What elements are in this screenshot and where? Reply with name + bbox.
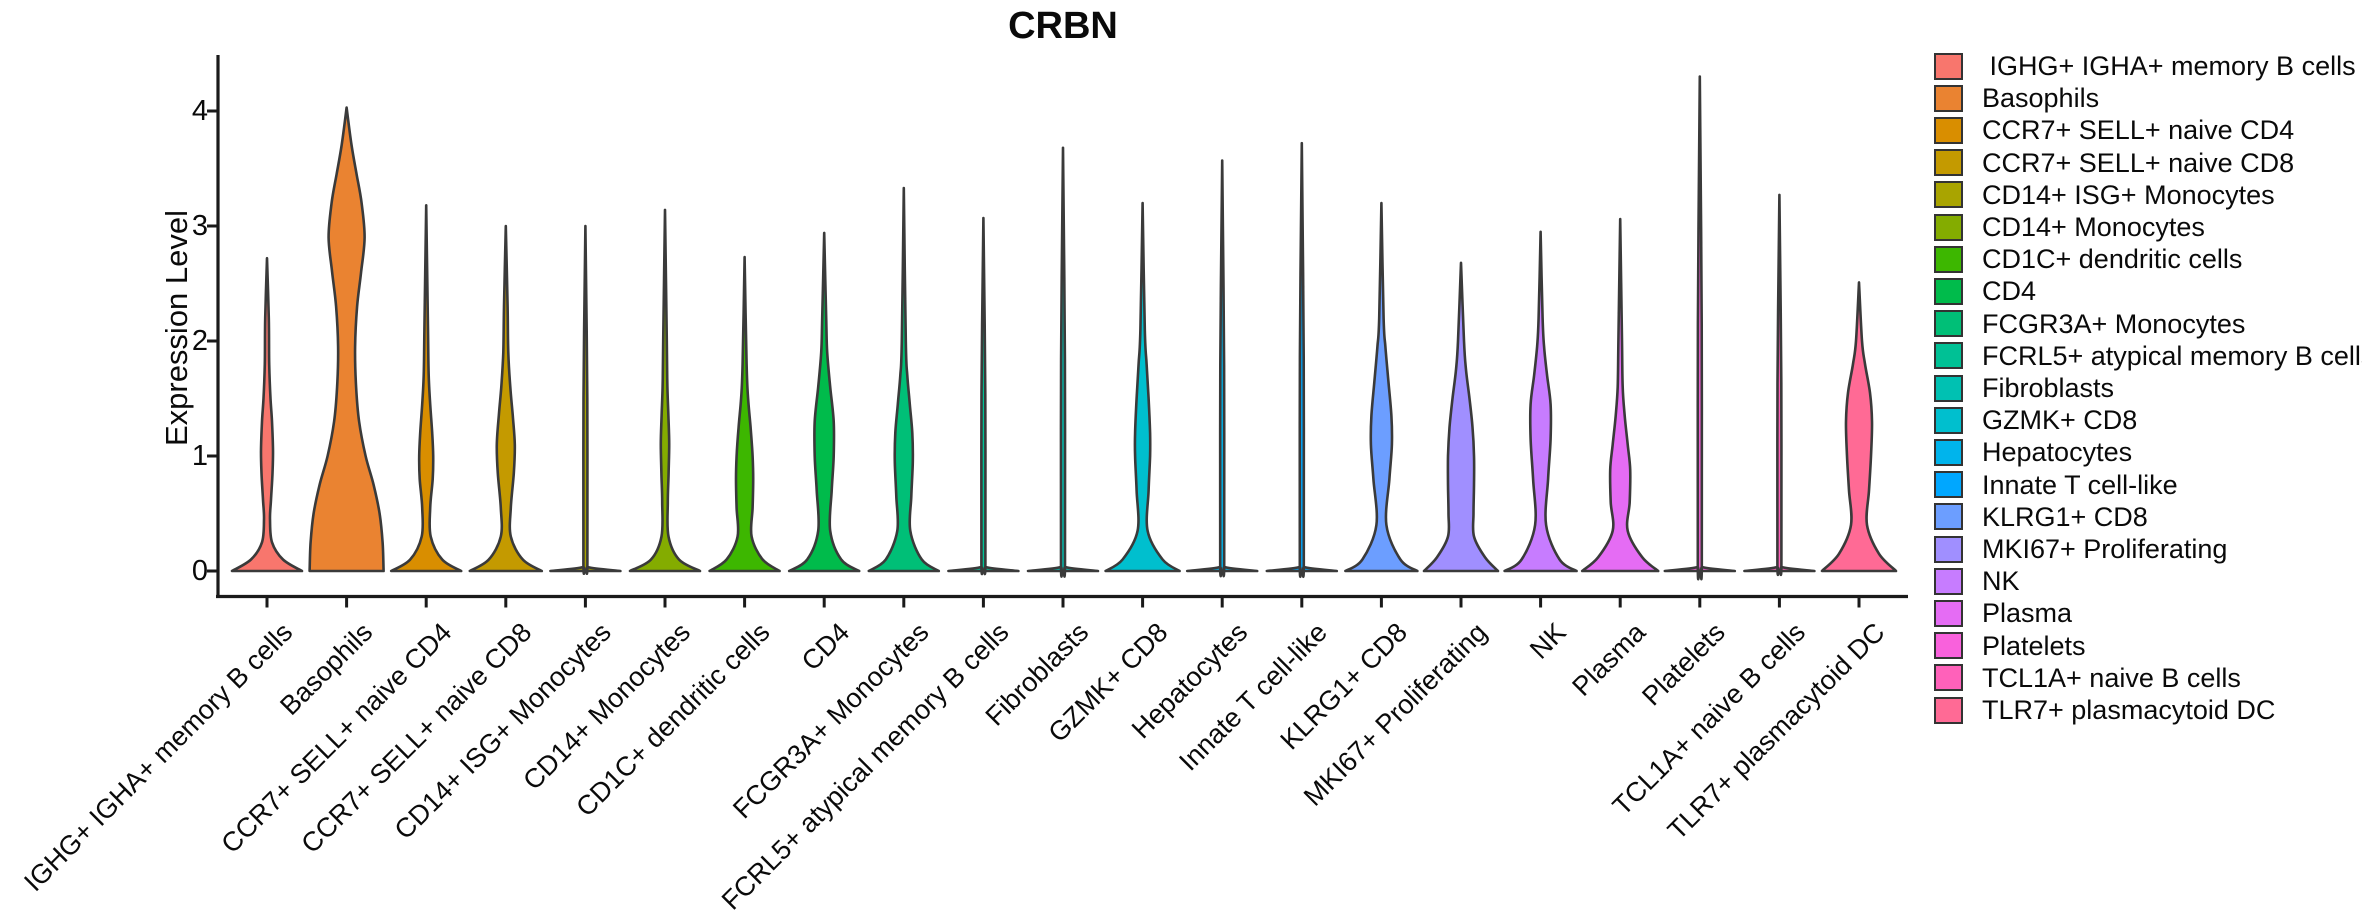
legend-swatch — [1934, 438, 1963, 466]
legend-label: CD14+ ISG+ Monocytes — [1982, 179, 2275, 210]
legend-item: CCR7+ SELL+ naive CD4 — [1934, 116, 2294, 144]
legend-label: CCR7+ SELL+ naive CD8 — [1982, 147, 2295, 178]
violin-Innate T cell-like — [1265, 141, 1339, 578]
legend-item: IGHG+ IGHA+ memory B cells — [1934, 52, 2356, 80]
y-tick-label: 1 — [191, 440, 208, 472]
legend-label: NK — [1982, 566, 2020, 597]
legend-swatch — [1934, 116, 1963, 144]
violin-CCR7+ SELL+ naive CD4 — [389, 204, 463, 573]
legend-swatch — [1934, 52, 1963, 80]
violin-CD14+ ISG+ Monocytes — [549, 224, 622, 576]
legend-swatch — [1934, 696, 1963, 724]
y-tick-label: 3 — [191, 210, 208, 242]
legend-label: IGHG+ IGHA+ memory B cells — [1982, 51, 2356, 81]
y-tick-label: 4 — [191, 95, 208, 127]
legend-label: FCRL5+ atypical memory B cells — [1982, 340, 2362, 371]
legend-label: Plasma — [1982, 598, 2073, 629]
legend-swatch — [1934, 245, 1963, 273]
legend-label: GZMK+ CD8 — [1982, 405, 2138, 436]
legend-label: MKI67+ Proliferating — [1982, 534, 2228, 564]
legend-label: Platelets — [1982, 630, 2086, 661]
legend-label: CCR7+ SELL+ naive CD4 — [1982, 115, 2295, 146]
legend-item: GZMK+ CD8 — [1934, 406, 2137, 434]
legend-item: Platelets — [1934, 632, 2086, 660]
violin-FCRL5+ atypical memory B cells — [947, 216, 1020, 576]
legend-swatch — [1934, 567, 1963, 595]
legend: IGHG+ IGHA+ memory B cells Basophils CCR7+… — [1934, 0, 2362, 900]
violin-Platelets — [1663, 75, 1737, 581]
legend-swatch — [1934, 181, 1963, 209]
violin-Hepatocytes — [1185, 159, 1259, 578]
violin-FCGR3A+ Monocytes — [867, 186, 941, 573]
legend-item: Hepatocytes — [1934, 438, 2132, 466]
violin-Fibroblasts — [1026, 146, 1100, 578]
legend-item: Fibroblasts — [1934, 374, 2114, 402]
violin-TLR7+ plasmacytoid DC — [1820, 281, 1898, 573]
legend-label: CD1C+ dendritic cells — [1982, 244, 2243, 275]
legend-item: FCGR3A+ Monocytes — [1934, 310, 2245, 338]
legend-item: NK — [1934, 567, 2020, 595]
legend-swatch — [1934, 471, 1963, 499]
violin-CD4 — [787, 231, 861, 573]
legend-swatch — [1934, 277, 1963, 305]
legend-swatch — [1934, 374, 1963, 402]
legend-label: Fibroblasts — [1982, 373, 2115, 403]
legend-item: MKI67+ Proliferating — [1934, 535, 2227, 563]
legend-label: TCL1A+ naive B cells — [1982, 662, 2241, 693]
violin-GZMK+ CD8 — [1104, 201, 1181, 573]
legend-swatch — [1934, 632, 1963, 660]
legend-item: Plasma — [1934, 599, 2072, 627]
violin-KLRG1+ CD8 — [1344, 201, 1419, 573]
plot-title: CRBN — [1008, 5, 1118, 47]
legend-swatch — [1934, 664, 1963, 692]
violin-MKI67+ Proliferating — [1422, 261, 1500, 573]
legend-item: CD1C+ dendritic cells — [1934, 245, 2242, 273]
legend-label: KLRG1+ CD8 — [1982, 501, 2148, 532]
violin-CCR7+ SELL+ naive CD8 — [468, 224, 544, 573]
legend-label: FCGR3A+ Monocytes — [1982, 308, 2246, 339]
legend-swatch — [1934, 535, 1963, 563]
legend-swatch — [1934, 310, 1963, 338]
legend-label: Innate T cell-like — [1982, 469, 2178, 500]
legend-item: Innate T cell-like — [1934, 471, 2178, 499]
legend-item: FCRL5+ atypical memory B cells — [1934, 342, 2362, 370]
legend-swatch — [1934, 406, 1963, 434]
axes — [216, 55, 1908, 599]
legend-label: Basophils — [1982, 83, 2100, 114]
legend-item: TCL1A+ naive B cells — [1934, 664, 2241, 692]
legend-swatch — [1934, 213, 1963, 241]
legend-label: Hepatocytes — [1982, 437, 2133, 468]
legend-label: CD14+ Monocytes — [1982, 212, 2205, 242]
legend-swatch — [1934, 342, 1963, 370]
legend-item: CD4 — [1934, 277, 2036, 305]
legend-swatch — [1934, 503, 1963, 531]
legend-item: CD14+ ISG+ Monocytes — [1934, 181, 2275, 209]
violin-IGHG+ IGHA+ memory B cells — [230, 256, 304, 573]
violin-Plasma — [1580, 217, 1660, 573]
legend-swatch — [1934, 599, 1963, 627]
legend-item: TLR7+ plasmacytoid DC — [1934, 696, 2275, 724]
legend-item: KLRG1+ CD8 — [1934, 503, 2148, 531]
y-tick-label: 2 — [191, 325, 208, 357]
legend-item: CD14+ Monocytes — [1934, 213, 2205, 241]
y-tick-label: 0 — [191, 555, 208, 587]
legend-swatch — [1934, 149, 1963, 177]
violin-NK — [1503, 230, 1578, 573]
violin-CD1C+ dendritic cells — [708, 255, 781, 573]
violin-Basophils — [308, 106, 385, 573]
legend-swatch — [1934, 84, 1963, 112]
violin-CD14+ Monocytes — [628, 208, 702, 573]
legend-label: CD4 — [1982, 276, 2037, 307]
legend-label: TLR7+ plasmacytoid DC — [1982, 695, 2276, 725]
legend-item: Basophils — [1934, 84, 2099, 112]
violin-TCL1A+ naive B cells — [1743, 193, 1816, 577]
legend-item: CCR7+ SELL+ naive CD8 — [1934, 149, 2294, 177]
